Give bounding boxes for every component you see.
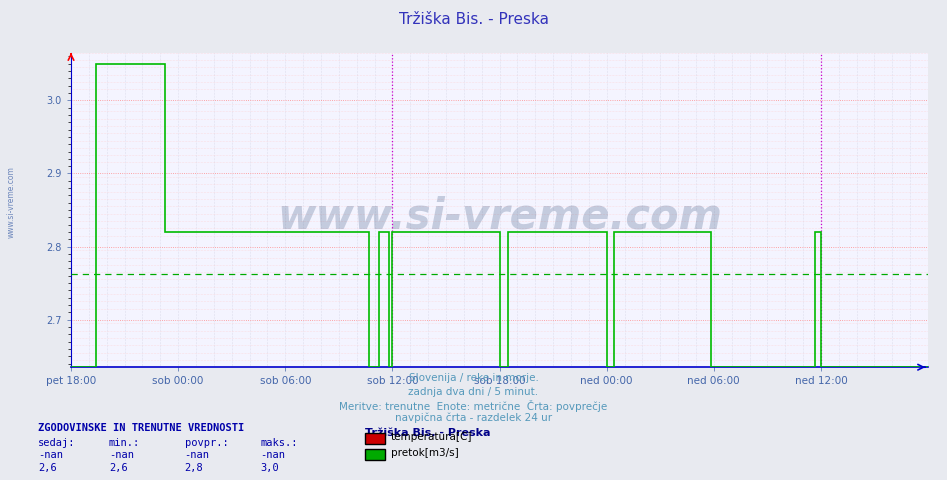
Text: navpična črta - razdelek 24 ur: navpična črta - razdelek 24 ur xyxy=(395,413,552,423)
Text: pretok[m3/s]: pretok[m3/s] xyxy=(391,448,459,458)
Text: Tržiška Bis. - Preska: Tržiška Bis. - Preska xyxy=(399,12,548,27)
Text: 2,6: 2,6 xyxy=(38,463,57,473)
Text: ZGODOVINSKE IN TRENUTNE VREDNOSTI: ZGODOVINSKE IN TRENUTNE VREDNOSTI xyxy=(38,423,244,433)
Text: zadnja dva dni / 5 minut.: zadnja dva dni / 5 minut. xyxy=(408,387,539,397)
Text: -nan: -nan xyxy=(38,450,63,460)
Text: -nan: -nan xyxy=(109,450,134,460)
Text: -nan: -nan xyxy=(185,450,209,460)
Text: 2,6: 2,6 xyxy=(109,463,128,473)
Text: 3,0: 3,0 xyxy=(260,463,279,473)
Text: 2,8: 2,8 xyxy=(185,463,204,473)
Text: min.:: min.: xyxy=(109,438,140,448)
Text: Tržiška Bis. - Preska: Tržiška Bis. - Preska xyxy=(365,428,491,438)
Text: www.si-vreme.com: www.si-vreme.com xyxy=(277,195,722,237)
Text: temperatura[C]: temperatura[C] xyxy=(391,432,473,442)
Text: sedaj:: sedaj: xyxy=(38,438,76,448)
Text: www.si-vreme.com: www.si-vreme.com xyxy=(7,166,16,238)
Text: povpr.:: povpr.: xyxy=(185,438,228,448)
Text: Slovenija / reke in morje.: Slovenija / reke in morje. xyxy=(408,373,539,384)
Text: -nan: -nan xyxy=(260,450,285,460)
Text: Meritve: trenutne  Enote: metrične  Črta: povprečje: Meritve: trenutne Enote: metrične Črta: … xyxy=(339,400,608,412)
Text: maks.:: maks.: xyxy=(260,438,298,448)
